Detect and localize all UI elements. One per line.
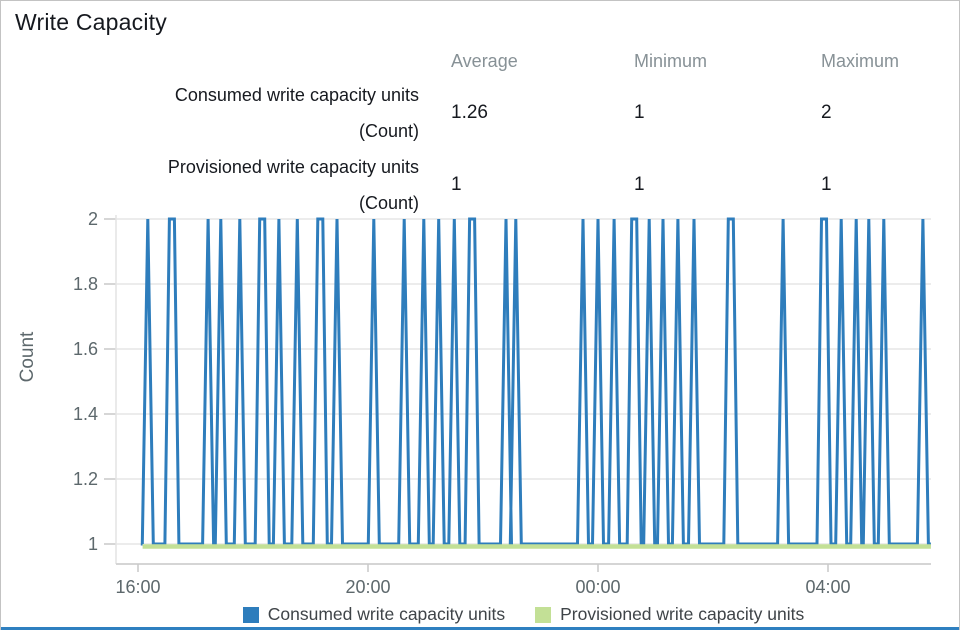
write-capacity-chart[interactable]: 1 1.2 1.4 1.6 1.8 2 Count 16:00 20:00 00:00 04:00 (1, 1, 960, 630)
x-tick-label-16:00: 16:00 (115, 577, 160, 597)
consumed-series-line (142, 219, 931, 544)
x-tick-label-04:00: 04:00 (805, 577, 850, 597)
y-axis-title: Count (17, 331, 38, 382)
consumed-series-swatch-icon (243, 607, 259, 623)
y-tick-label-2: 2 (88, 209, 98, 229)
legend-item-provisioned[interactable]: Provisioned write capacity units (535, 604, 804, 625)
y-tick-label-1.6: 1.6 (73, 339, 98, 359)
provisioned-series-swatch-icon (535, 607, 551, 623)
x-tick-label-00:00: 00:00 (575, 577, 620, 597)
legend-item-consumed-label: Consumed write capacity units (268, 604, 505, 625)
chart-legend: Consumed write capacity units Provisione… (116, 604, 931, 625)
write-capacity-widget: Write Capacity Average Minimum Maximum C… (0, 0, 960, 630)
legend-item-provisioned-label: Provisioned write capacity units (560, 604, 804, 625)
legend-item-consumed[interactable]: Consumed write capacity units (243, 604, 505, 625)
x-tick-label-20:00: 20:00 (345, 577, 390, 597)
y-tick-label-1.4: 1.4 (73, 404, 98, 424)
y-tick-label-1.2: 1.2 (73, 469, 98, 489)
y-tick-label-1.8: 1.8 (73, 274, 98, 294)
y-tick-label-1: 1 (88, 534, 98, 554)
